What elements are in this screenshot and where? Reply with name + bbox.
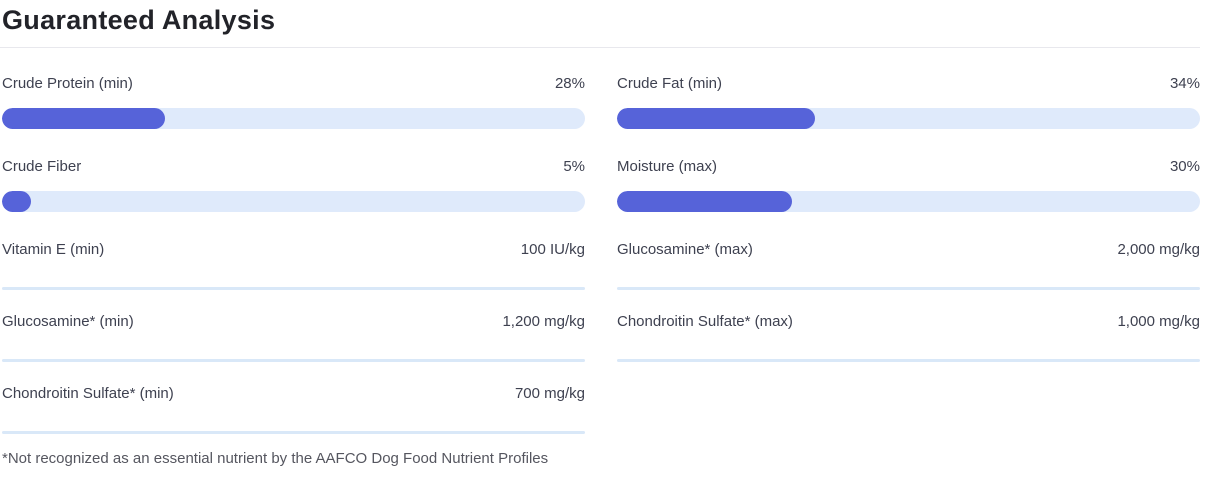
nutrient-row-head: Crude Protein (min) 28%: [2, 73, 585, 94]
nutrient-label: Chondroitin Sulfate* (min): [2, 385, 174, 402]
page-title: Guaranteed Analysis: [2, 5, 276, 35]
nutrient-row-head: Crude Fat (min) 34%: [617, 73, 1200, 94]
progress-fill: [2, 191, 32, 212]
nutrient-row-head: Moisture (max) 30%: [617, 156, 1200, 177]
nutrient-row: Crude Fat (min) 34%: [617, 73, 1200, 129]
progress-fill: [617, 191, 792, 212]
nutrient-value: 5%: [563, 158, 585, 175]
nutrient-row-head: Chondroitin Sulfate* (max) 1,000 mg/kg: [617, 311, 1200, 332]
nutrient-row: Crude Protein (min) 28%: [2, 73, 585, 129]
nutrient-row-head: Chondroitin Sulfate* (min) 700 mg/kg: [2, 383, 585, 404]
nutrient-label: Crude Fat (min): [617, 75, 723, 92]
nutrient-label: Glucosamine* (min): [2, 313, 134, 330]
progress-fill: [2, 108, 166, 129]
nutrient-row: Crude Fiber 5%: [2, 156, 585, 212]
nutrient-row-head: Crude Fiber 5%: [2, 156, 585, 177]
nutrient-row-head: Vitamin E (min) 100 IU/kg: [2, 239, 585, 260]
row-divider: [617, 359, 1200, 362]
aafco-footnote: *Not recognized as an essential nutrient…: [2, 450, 549, 467]
nutrient-label: Moisture (max): [617, 158, 718, 175]
nutrient-row: Vitamin E (min) 100 IU/kg: [2, 239, 585, 290]
nutrient-row: Glucosamine* (min) 1,200 mg/kg: [2, 311, 585, 362]
nutrient-value: 100 IU/kg: [520, 241, 585, 258]
nutrient-label: Vitamin E (min): [2, 241, 105, 258]
nutrient-row-head: Glucosamine* (max) 2,000 mg/kg: [617, 239, 1200, 260]
progress-bar: [2, 191, 585, 212]
row-divider: [2, 359, 585, 362]
guaranteed-analysis-section: Guaranteed Analysis Crude Protein (min) …: [0, 4, 1214, 469]
nutrient-value: 700 mg/kg: [514, 385, 585, 402]
nutrient-value: 30%: [1169, 158, 1200, 175]
analysis-column-left: Crude Protein (min) 28% Crude Fiber 5% V…: [2, 73, 585, 434]
nutrient-value: 1,000 mg/kg: [1117, 313, 1200, 330]
nutrient-label: Glucosamine* (max): [617, 241, 753, 258]
nutrient-value: 34%: [1169, 75, 1200, 92]
analysis-grid: Crude Protein (min) 28% Crude Fiber 5% V…: [2, 48, 1200, 434]
nutrient-label: Crude Protein (min): [2, 75, 133, 92]
progress-bar: [2, 108, 585, 129]
nutrient-row: Moisture (max) 30%: [617, 156, 1200, 212]
nutrient-value: 28%: [554, 75, 585, 92]
nutrient-label: Chondroitin Sulfate* (max): [617, 313, 793, 330]
row-divider: [2, 431, 585, 434]
nutrient-value: 1,200 mg/kg: [502, 313, 585, 330]
nutrient-row-head: Glucosamine* (min) 1,200 mg/kg: [2, 311, 585, 332]
nutrient-row: Chondroitin Sulfate* (max) 1,000 mg/kg: [617, 311, 1200, 362]
progress-bar: [617, 108, 1200, 129]
progress-bar: [617, 191, 1200, 212]
progress-fill: [617, 108, 816, 129]
title-divider: [0, 47, 1200, 48]
nutrient-value: 2,000 mg/kg: [1117, 241, 1200, 258]
nutrient-label: Crude Fiber: [2, 158, 82, 175]
nutrient-row: Chondroitin Sulfate* (min) 700 mg/kg: [2, 383, 585, 434]
row-divider: [2, 287, 585, 290]
analysis-column-right: Crude Fat (min) 34% Moisture (max) 30% G…: [617, 73, 1200, 434]
row-divider: [617, 287, 1200, 290]
nutrient-row: Glucosamine* (max) 2,000 mg/kg: [617, 239, 1200, 290]
